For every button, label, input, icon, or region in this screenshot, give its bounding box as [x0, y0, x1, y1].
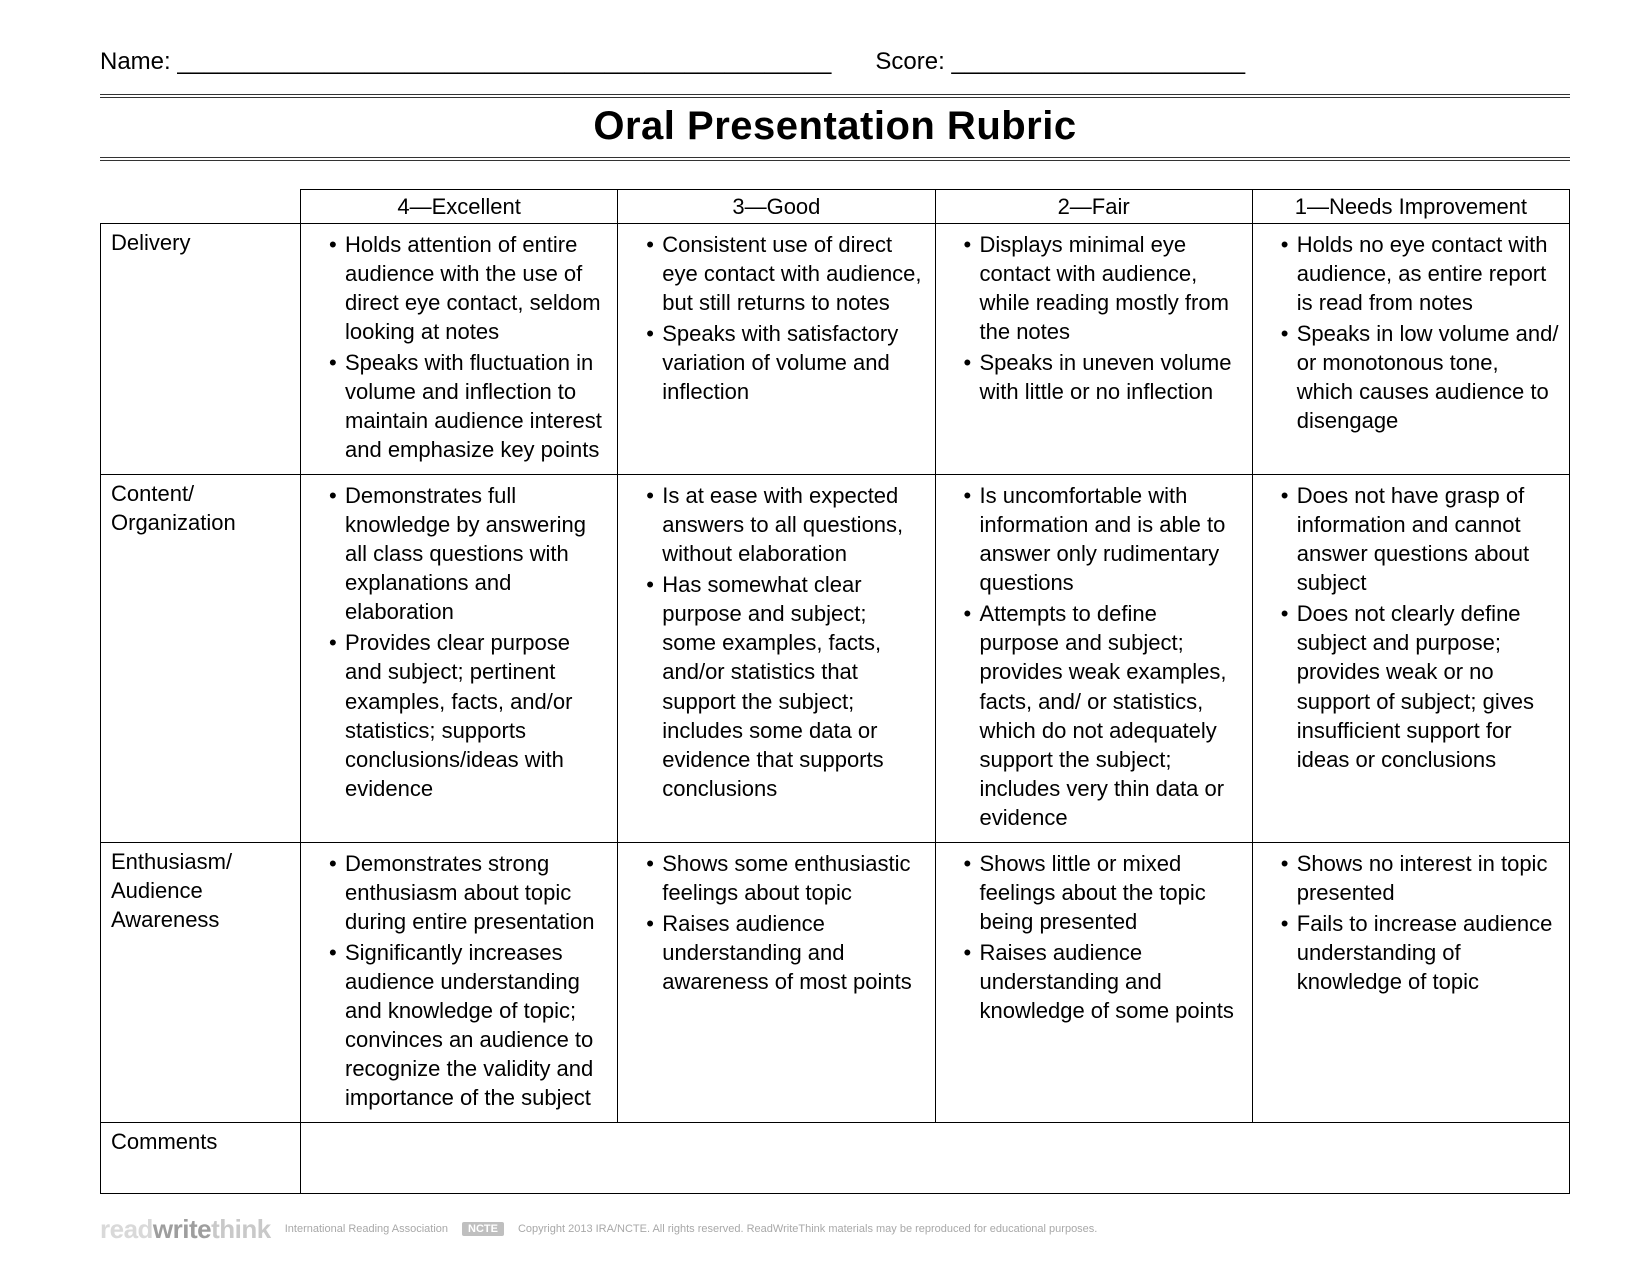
- corner-cell: [101, 190, 301, 224]
- bullet-item: Holds attention of entire audience with …: [345, 230, 607, 346]
- bullet-item: Speaks with fluctuation in volume and in…: [345, 348, 607, 464]
- bullet-list: Is uncomfortable with information and is…: [946, 481, 1242, 831]
- bullet-list: Displays minimal eye contact with audien…: [946, 230, 1242, 406]
- rubric-cell: Displays minimal eye contact with audien…: [935, 224, 1252, 475]
- rubric-table: 4—Excellent 3—Good 2—Fair 1—Needs Improv…: [100, 189, 1570, 1194]
- bullet-item: Raises audience understanding and awaren…: [662, 909, 924, 996]
- footer-logo: readwritethink: [100, 1214, 271, 1245]
- bullet-item: Is uncomfortable with information and is…: [980, 481, 1242, 597]
- title-band: Oral Presentation Rubric: [100, 94, 1570, 161]
- bullet-item: Significantly increases audience underst…: [345, 938, 607, 1112]
- rubric-cell: Consistent use of direct eye contact wit…: [618, 224, 935, 475]
- category-cell: Delivery: [101, 224, 301, 475]
- table-row: Content/Organization Demonstrates full kn…: [101, 475, 1570, 842]
- bullet-item: Is at ease with expected answers to all …: [662, 481, 924, 568]
- page-title: Oral Presentation Rubric: [100, 104, 1570, 149]
- comments-label: Comments: [101, 1122, 301, 1193]
- bullet-item: Shows some enthusiastic feelings about t…: [662, 849, 924, 907]
- logo-read: read: [100, 1214, 153, 1244]
- ncte-badge: NCTE: [462, 1222, 504, 1236]
- rubric-cell: Shows little or mixed feelings about the…: [935, 842, 1252, 1122]
- bullet-item: Raises audience understanding and knowle…: [980, 938, 1242, 1025]
- comments-cell: [301, 1122, 1570, 1193]
- bullet-list: Holds no eye contact with audience, as e…: [1263, 230, 1559, 435]
- bullet-item: Displays minimal eye contact with audien…: [980, 230, 1242, 346]
- comments-row: Comments: [101, 1122, 1570, 1193]
- score-blank: ______________________: [951, 48, 1245, 75]
- bullet-item: Speaks with satisfactory variation of vo…: [662, 319, 924, 406]
- bullet-item: Does not have grasp of information and c…: [1297, 481, 1559, 597]
- footer: readwritethink International Reading Ass…: [100, 1214, 1570, 1245]
- name-label: Name:: [100, 48, 171, 75]
- rubric-cell: Demonstrates strong enthusiasm about top…: [301, 842, 618, 1122]
- col-header-4: 4—Excellent: [301, 190, 618, 224]
- header-line: Name: __________________________________…: [100, 48, 1570, 76]
- bullet-list: Consistent use of direct eye contact wit…: [628, 230, 924, 406]
- category-cell: Enthusiasm/Audience Awareness: [101, 842, 301, 1122]
- score-label: Score:: [875, 48, 944, 75]
- bullet-list: Shows little or mixed feelings about the…: [946, 849, 1242, 1025]
- col-header-2: 2—Fair: [935, 190, 1252, 224]
- footer-copyright: Copyright 2013 IRA/NCTE. All rights rese…: [518, 1223, 1097, 1235]
- col-header-1: 1—Needs Improvement: [1252, 190, 1569, 224]
- bullet-list: Shows some enthusiastic feelings about t…: [628, 849, 924, 996]
- bullet-item: Consistent use of direct eye contact wit…: [662, 230, 924, 317]
- logo-write: write: [153, 1214, 211, 1244]
- bullet-list: Demonstrates full knowledge by answering…: [311, 481, 607, 802]
- rubric-cell: Is at ease with expected answers to all …: [618, 475, 935, 842]
- table-row: Enthusiasm/Audience Awareness Demonstrate…: [101, 842, 1570, 1122]
- bullet-list: Demonstrates strong enthusiasm about top…: [311, 849, 607, 1112]
- col-header-3: 3—Good: [618, 190, 935, 224]
- rubric-cell: Shows no interest in topic presentedFail…: [1252, 842, 1569, 1122]
- bullet-item: Has somewhat clear purpose and subject; …: [662, 570, 924, 802]
- score-field: Score: ______________________: [875, 48, 1245, 76]
- bullet-item: Provides clear purpose and subject; pert…: [345, 628, 607, 802]
- name-field: Name: __________________________________…: [100, 48, 831, 76]
- name-blank: ________________________________________…: [177, 48, 831, 75]
- bullet-item: Speaks in low volume and/ or monotonous …: [1297, 319, 1559, 435]
- header-row: 4—Excellent 3—Good 2—Fair 1—Needs Improv…: [101, 190, 1570, 224]
- footer-tag: International Reading Association: [285, 1223, 448, 1235]
- bullet-item: Shows no interest in topic presented: [1297, 849, 1559, 907]
- bullet-list: Shows no interest in topic presentedFail…: [1263, 849, 1559, 996]
- rubric-cell: Demonstrates full knowledge by answering…: [301, 475, 618, 842]
- page: Name: __________________________________…: [0, 0, 1650, 1265]
- bullet-item: Demonstrates strong enthusiasm about top…: [345, 849, 607, 936]
- bullet-item: Speaks in uneven volume with little or n…: [980, 348, 1242, 406]
- rubric-cell: Shows some enthusiastic feelings about t…: [618, 842, 935, 1122]
- bullet-item: Demonstrates full knowledge by answering…: [345, 481, 607, 626]
- bullet-item: Attempts to define purpose and subject; …: [980, 599, 1242, 831]
- rubric-cell: Is uncomfortable with information and is…: [935, 475, 1252, 842]
- rubric-cell: Holds attention of entire audience with …: [301, 224, 618, 475]
- bullet-list: Holds attention of entire audience with …: [311, 230, 607, 464]
- bullet-item: Fails to increase audience understanding…: [1297, 909, 1559, 996]
- bullet-item: Shows little or mixed feelings about the…: [980, 849, 1242, 936]
- bullet-list: Is at ease with expected answers to all …: [628, 481, 924, 802]
- bullet-item: Does not clearly define subject and purp…: [1297, 599, 1559, 773]
- rubric-cell: Holds no eye contact with audience, as e…: [1252, 224, 1569, 475]
- logo-think: think: [211, 1214, 271, 1244]
- rubric-cell: Does not have grasp of information and c…: [1252, 475, 1569, 842]
- category-cell: Content/Organization: [101, 475, 301, 842]
- bullet-item: Holds no eye contact with audience, as e…: [1297, 230, 1559, 317]
- bullet-list: Does not have grasp of information and c…: [1263, 481, 1559, 773]
- table-row: Delivery Holds attention of entire audien…: [101, 224, 1570, 475]
